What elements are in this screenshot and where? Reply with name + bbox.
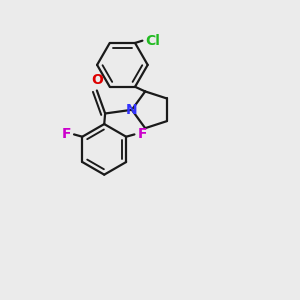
Text: F: F xyxy=(61,128,71,141)
Text: O: O xyxy=(91,74,103,87)
Text: N: N xyxy=(126,103,138,117)
Text: Cl: Cl xyxy=(145,34,160,48)
Text: F: F xyxy=(137,128,147,141)
